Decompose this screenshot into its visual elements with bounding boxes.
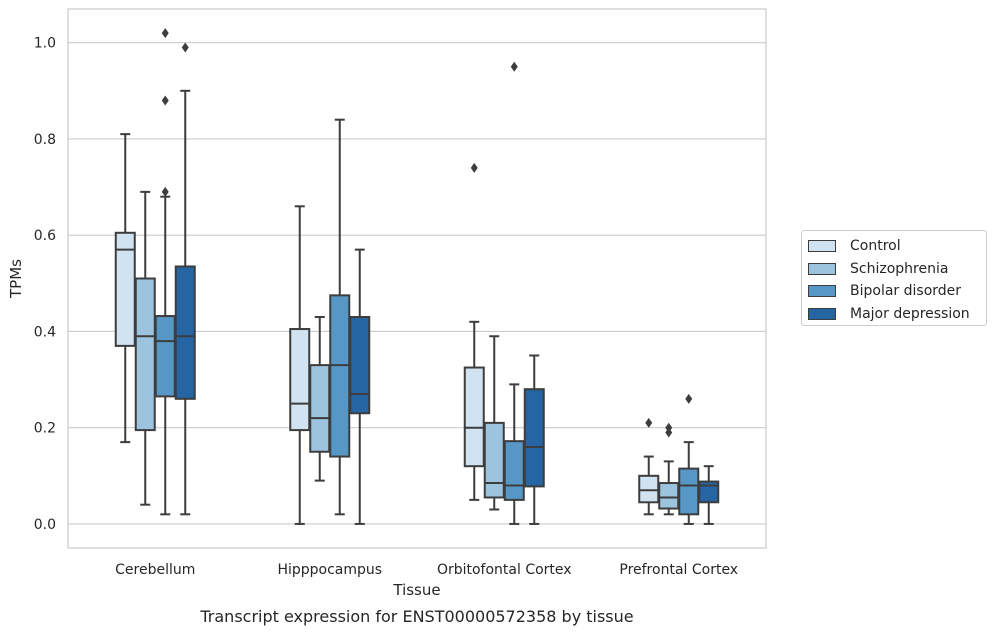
legend-swatch <box>808 285 836 298</box>
outlier-point <box>470 162 478 173</box>
box-control <box>463 162 485 501</box>
box-schizophrenia <box>658 422 680 516</box>
legend-item: Control <box>802 235 986 258</box>
box-control <box>114 133 136 444</box>
x-tick-label: Cerebellum <box>115 562 195 578</box>
box-schizophrenia <box>134 190 156 506</box>
box-major-depression <box>523 354 545 525</box>
legend-swatch <box>808 240 836 253</box>
outlier-point <box>665 422 673 433</box>
y-axis-ticks: 0.0 0.2 0.4 0.6 0.8 1.0 <box>34 36 56 533</box>
outlier-point <box>161 95 169 106</box>
legend-label: Control <box>850 238 901 255</box>
y-tick-label: 0.0 <box>34 517 56 533</box>
box-body <box>503 440 525 501</box>
plot-area <box>67 8 767 549</box>
legend-label: Bipolar disorder <box>850 283 962 300</box>
box-schizophrenia <box>483 335 505 511</box>
box-bipolar-disorder <box>329 118 351 516</box>
outlier-point <box>181 42 189 53</box>
x-axis-label: Tissue <box>392 581 440 599</box>
box-bipolar-disorder <box>154 28 176 516</box>
x-tick-label: Orbitofontal Cortex <box>437 562 572 578</box>
x-tick-label: Hipppocampus <box>277 562 382 578</box>
box-body <box>463 366 485 468</box>
y-tick-label: 0.2 <box>34 421 56 437</box>
x-tick-label: Prefrontal Cortex <box>619 562 738 578</box>
y-tick-label: 0.4 <box>34 324 56 340</box>
box-control <box>289 205 311 525</box>
outlier-point <box>685 393 693 404</box>
legend-label: Schizophrenia <box>850 260 949 277</box>
legend-item: Major depression <box>802 303 986 326</box>
legend-item: Schizophrenia <box>802 258 986 281</box>
box-body <box>174 265 196 400</box>
chart-caption: Transcript expression for ENST0000057235… <box>199 607 633 626</box>
box-body <box>483 421 505 499</box>
box-body <box>309 364 331 453</box>
box-body <box>678 467 700 516</box>
box-control <box>638 417 660 516</box>
y-tick-label: 1.0 <box>34 36 56 52</box>
box-bipolar-disorder <box>503 61 525 525</box>
outlier-point <box>161 28 169 39</box>
outlier-point <box>510 61 518 72</box>
box-major-depression <box>349 248 371 525</box>
y-axis-label: TPMs <box>7 259 25 299</box>
box-body <box>134 277 156 432</box>
box-body <box>329 294 351 458</box>
legend-swatch <box>808 307 836 320</box>
legend-item: Bipolar disorder <box>802 280 986 303</box>
legend: Control Schizophrenia Bipolar disorder Majo… <box>801 230 987 326</box>
y-tick-label: 0.8 <box>34 132 56 148</box>
box-body <box>289 328 311 432</box>
x-axis-ticks: Cerebellum Hipppocampus Orbitofontal Corte… <box>115 562 738 578</box>
box-major-depression <box>698 465 720 525</box>
boxes <box>114 28 720 525</box>
box-body <box>638 474 660 504</box>
legend-label: Major depression <box>850 305 970 322</box>
box-body <box>523 388 545 488</box>
box-body <box>349 316 371 415</box>
box-body <box>154 315 176 398</box>
y-tick-label: 0.6 <box>34 228 56 244</box>
gridlines <box>68 42 766 525</box>
outlier-point <box>645 417 653 428</box>
legend-swatch <box>808 262 836 275</box>
box-bipolar-disorder <box>678 393 700 525</box>
box-schizophrenia <box>309 316 331 482</box>
outlier-point <box>161 186 169 197</box>
box-major-depression <box>174 42 196 516</box>
box-body <box>698 480 720 504</box>
box-body <box>658 482 680 510</box>
